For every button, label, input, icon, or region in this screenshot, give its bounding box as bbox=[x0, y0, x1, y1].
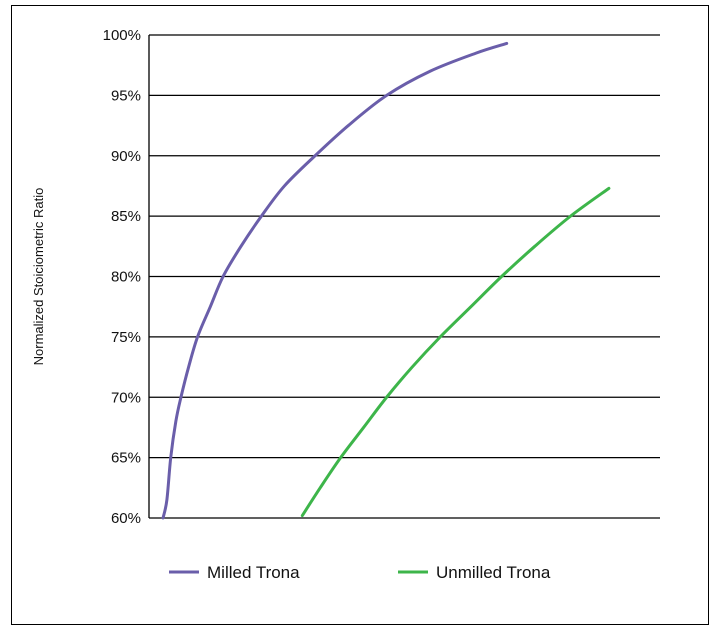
series-line-milled-trona bbox=[161, 41, 509, 520]
series-line-unmilled-trona bbox=[300, 186, 611, 518]
y-tick-labels: 60% 65% 70% 75% 80% 85% 90% 95% 100% bbox=[103, 27, 141, 527]
line-chart: 60% 65% 70% 75% 80% 85% 90% 95% 100% Normalized … bbox=[31, 27, 660, 582]
legend-label-milled-trona: Milled Trona bbox=[207, 563, 300, 582]
legend-label-unmilled-trona: Unmilled Trona bbox=[436, 563, 551, 582]
y-tick-label: 70% bbox=[111, 389, 141, 406]
y-tick-label: 65% bbox=[111, 450, 141, 467]
chart-frame: 60% 65% 70% 75% 80% 85% 90% 95% 100% Normalized … bbox=[11, 5, 709, 625]
legend: Milled Trona Unmilled Trona bbox=[169, 563, 551, 582]
y-tick-label: 90% bbox=[111, 148, 141, 165]
y-axis-title: Normalized Stoiciometric Ratio bbox=[31, 188, 46, 366]
y-tick-label: 75% bbox=[111, 329, 141, 346]
y-tick-label: 95% bbox=[111, 87, 141, 104]
series-lines bbox=[161, 41, 611, 520]
y-tick-label: 100% bbox=[103, 27, 141, 44]
y-tick-label: 60% bbox=[111, 510, 141, 527]
gridlines bbox=[149, 34, 660, 519]
y-tick-label: 80% bbox=[111, 269, 141, 286]
y-tick-label: 85% bbox=[111, 208, 141, 225]
